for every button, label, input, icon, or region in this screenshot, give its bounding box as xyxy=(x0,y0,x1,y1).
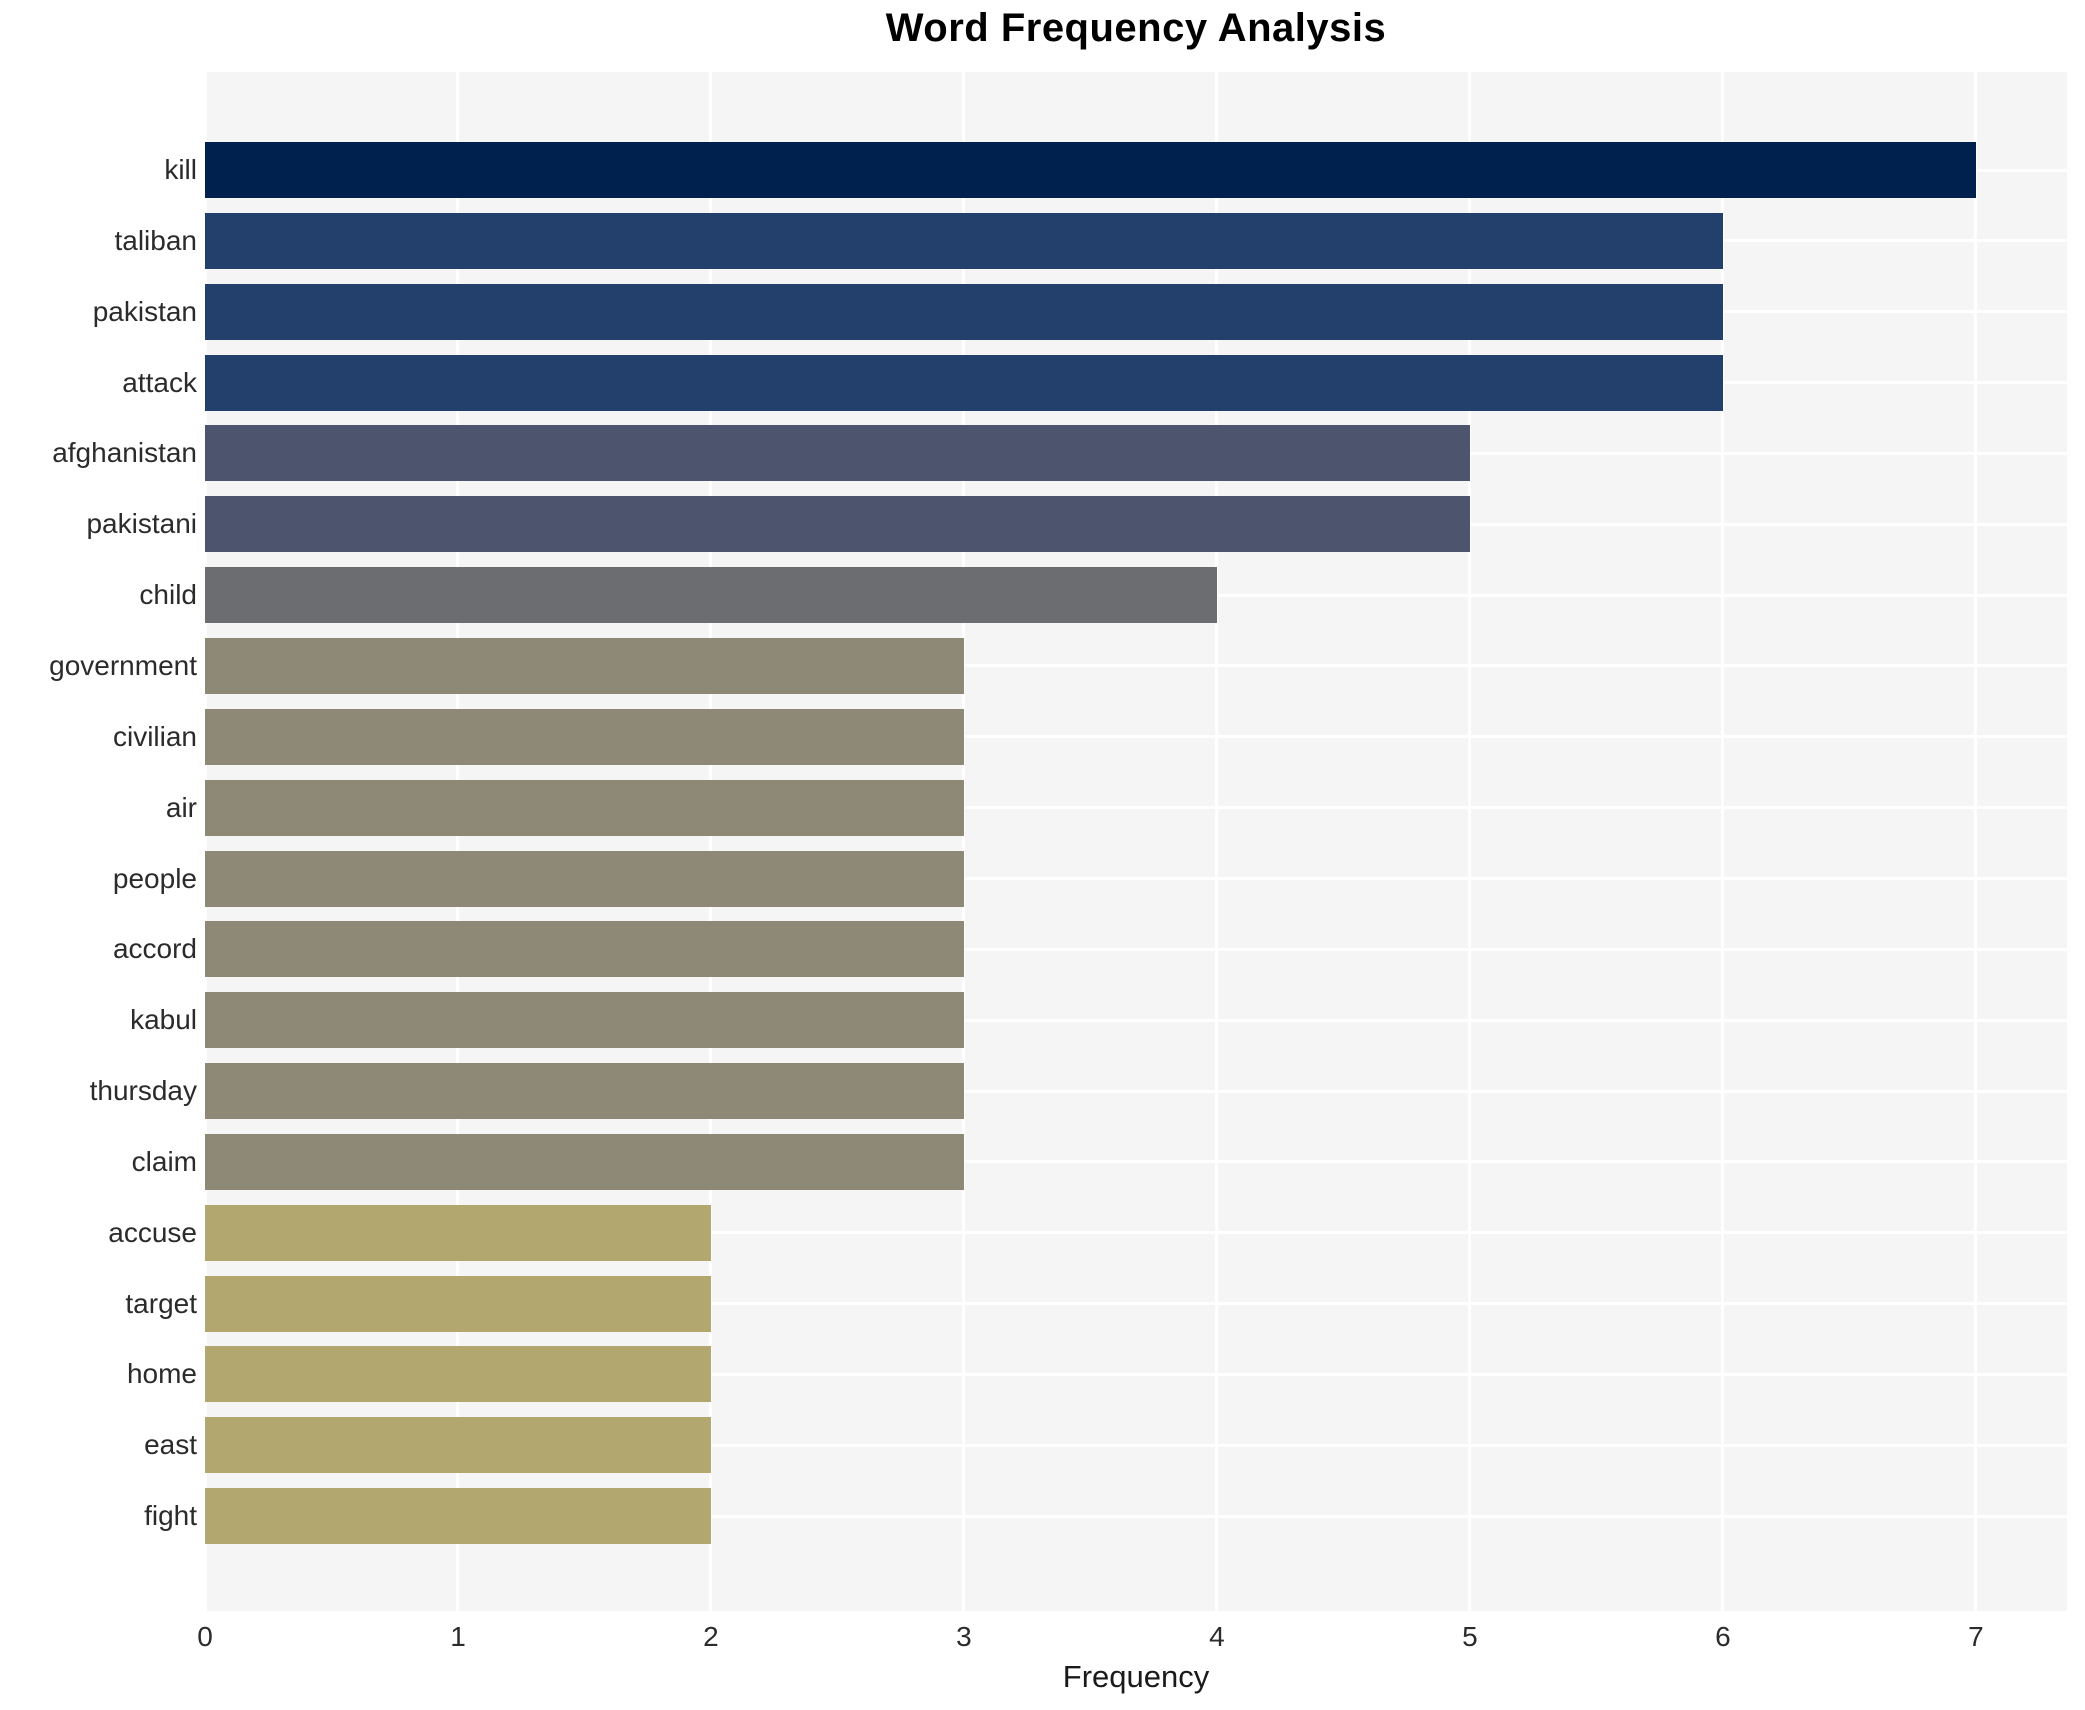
y-tick-label: target xyxy=(125,1287,197,1319)
bar-east xyxy=(205,1417,711,1474)
gridline-vertical xyxy=(709,72,713,1611)
gridline-horizontal xyxy=(205,947,2067,951)
bar-civilian xyxy=(205,708,964,765)
bar-home xyxy=(205,1346,711,1403)
y-tick-label: pakistan xyxy=(92,295,197,327)
x-tick-label: 2 xyxy=(703,1621,719,1652)
bar-accuse xyxy=(205,1204,711,1261)
y-tick-label: government xyxy=(49,649,197,681)
x-tick-label: 3 xyxy=(956,1621,972,1652)
y-tick-label: afghanistan xyxy=(52,437,197,469)
gridline-horizontal xyxy=(205,1514,2067,1518)
y-tick-label: child xyxy=(139,579,197,611)
y-tick-label: pakistani xyxy=(86,508,197,540)
gridline-horizontal xyxy=(205,1160,2067,1164)
gridline-horizontal xyxy=(205,664,2067,668)
y-tick-label: attack xyxy=(122,366,197,398)
bar-afghanistan xyxy=(205,425,1470,482)
x-tick-label: 1 xyxy=(450,1621,466,1652)
gridline-horizontal xyxy=(205,806,2067,810)
gridline-vertical xyxy=(456,72,460,1611)
x-tick-label: 7 xyxy=(1968,1621,1984,1652)
gridline-vertical xyxy=(205,72,207,1611)
x-axis-label: Frequency xyxy=(1062,1659,1210,1694)
gridline-horizontal xyxy=(205,1443,2067,1447)
y-tick-label: fight xyxy=(144,1500,197,1532)
bar-people xyxy=(205,850,964,907)
bar-attack xyxy=(205,354,1723,411)
y-tick-label: kabul xyxy=(130,1004,197,1036)
gridline-horizontal xyxy=(205,735,2067,739)
gridline-vertical xyxy=(1974,72,1978,1611)
bar-accord xyxy=(205,921,964,978)
x-tick-label: 4 xyxy=(1209,1621,1225,1652)
y-tick-label: claim xyxy=(131,1145,197,1177)
bar-government xyxy=(205,637,964,694)
bar-child xyxy=(205,567,1217,624)
gridline-vertical xyxy=(1468,72,1472,1611)
bar-air xyxy=(205,779,964,836)
gridline-vertical xyxy=(1721,72,1725,1611)
y-tick-label: accord xyxy=(112,933,197,965)
bar-pakistan xyxy=(205,283,1723,340)
x-tick-label: 5 xyxy=(1462,1621,1478,1652)
y-tick-label: east xyxy=(144,1429,197,1461)
bar-taliban xyxy=(205,212,1723,269)
gridline-horizontal xyxy=(205,1018,2067,1022)
y-tick-label: people xyxy=(112,862,197,894)
y-tick-label: thursday xyxy=(89,1075,197,1107)
plot-area xyxy=(205,72,2067,1611)
bar-fight xyxy=(205,1488,711,1545)
y-tick-label: taliban xyxy=(114,224,197,256)
gridline-horizontal xyxy=(205,877,2067,880)
bar-target xyxy=(205,1275,711,1332)
chart-title: Word Frequency Analysis xyxy=(885,6,1387,50)
gridline-vertical xyxy=(1215,72,1219,1611)
gridline-vertical xyxy=(962,72,966,1611)
bar-thursday xyxy=(205,1063,964,1120)
y-tick-label: home xyxy=(126,1358,197,1390)
bar-claim xyxy=(205,1133,964,1190)
x-tick-label: 6 xyxy=(1715,1621,1731,1652)
gridline-horizontal xyxy=(205,1302,2067,1306)
y-tick-label: accuse xyxy=(108,1216,197,1248)
x-tick-label: 0 xyxy=(197,1621,213,1652)
bar-pakistani xyxy=(205,496,1470,553)
bar-kabul xyxy=(205,992,964,1049)
gridline-horizontal xyxy=(205,1089,2067,1093)
y-tick-label: kill xyxy=(164,154,197,185)
y-tick-label: air xyxy=(165,791,197,823)
gridline-horizontal xyxy=(205,1372,2067,1376)
gridline-horizontal xyxy=(205,1231,2067,1235)
y-tick-label: civilian xyxy=(112,720,197,752)
bar-kill xyxy=(205,142,1976,198)
